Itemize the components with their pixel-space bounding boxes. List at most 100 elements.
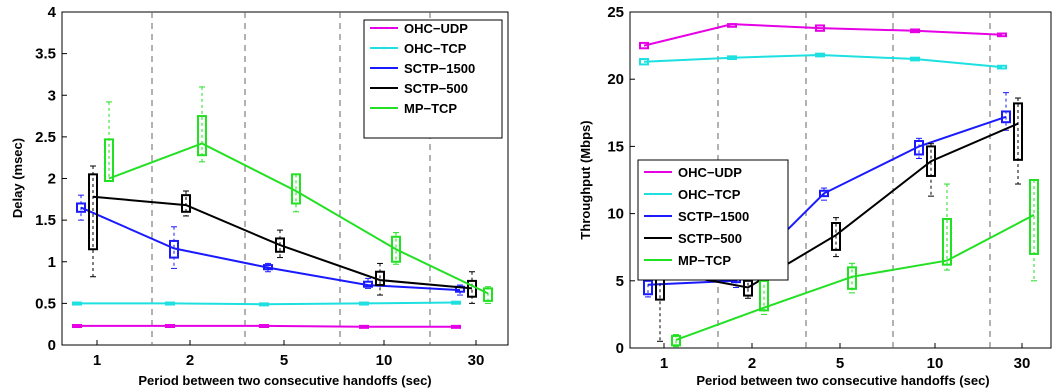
delay-y-ticks: 0 0.5 1 1.5 2 2.5 3 3.5 4	[35, 4, 67, 354]
delay-x-axis-label: Period between two consecutive handoffs …	[138, 373, 431, 388]
delay-legend-label-ohc-tcp: OHC−TCP	[404, 41, 467, 56]
throughput-line-sctp-1500	[647, 115, 1007, 286]
throughput-legend-label-ohc-tcp: OHC−TCP	[678, 187, 741, 202]
throughput-box-mp-tcp	[1029, 179, 1039, 255]
delay-legend-label-ohc-udp: OHC−UDP	[404, 21, 468, 36]
delay-series-sctp-500	[88, 165, 477, 304]
delay-y-tick-label: 3.5	[35, 46, 56, 63]
delay-box-sctp-1500	[363, 280, 373, 288]
throughput-series-sctp-1500	[643, 92, 1011, 298]
throughput-box-sctp-500	[743, 279, 753, 297]
delay-box-ohc-udp	[72, 324, 82, 329]
delay-y-tick-label: 1.5	[35, 212, 56, 229]
throughput-y-tick-label: 15	[607, 138, 624, 155]
throughput-line-sctp-500	[659, 122, 1019, 289]
delay-category-separators	[151, 12, 431, 345]
delay-y-tick-label: 3	[48, 87, 56, 104]
throughput-box-mp-tcp	[671, 334, 681, 347]
throughput-box-sctp-500	[926, 145, 936, 177]
throughput-y-axis-label: Throughput (Mbps)	[578, 120, 593, 239]
delay-box-ohc-udp	[165, 324, 175, 329]
delay-legend-box	[363, 19, 503, 139]
throughput-box-mp-tcp	[942, 217, 952, 266]
delay-y-tick-label: 0	[48, 337, 56, 354]
throughput-series-ohc-tcp	[639, 52, 1007, 70]
delay-series-ohc-tcp	[72, 300, 461, 307]
delay-box-ohc-udp	[359, 324, 369, 329]
throughput-box-sctp-500	[831, 222, 841, 251]
delay-box-mp-tcp	[197, 115, 207, 157]
delay-x-tick-label: 1	[93, 352, 101, 369]
throughput-box-ohc-tcp	[997, 64, 1007, 70]
delay-y-tick-label: 4	[48, 4, 57, 21]
throughput-x-tick-label: 1	[660, 355, 668, 372]
delay-y-tick-label: 2.5	[35, 129, 56, 146]
throughput-y-tick-label: 0	[616, 340, 624, 357]
delay-box-mp-tcp	[391, 235, 401, 263]
delay-box-sctp-500	[181, 194, 191, 213]
throughput-legend: OHC−UDP OHC−TCP SCTP−1500 SCTP−500 MP−TCP	[637, 159, 789, 281]
throughput-legend-label-ohc-udp: OHC−UDP	[678, 165, 742, 180]
delay-box-mp-tcp	[483, 287, 493, 302]
throughput-box-ohc-udp	[727, 23, 737, 28]
delay-box-sctp-500	[275, 237, 285, 253]
delay-box-ohc-tcp	[451, 300, 461, 305]
delay-x-tick-label: 10	[376, 352, 393, 369]
throughput-line-ohc-tcp	[643, 53, 1003, 69]
throughput-line-ohc-udp	[643, 23, 1003, 47]
throughput-y-tick-label: 10	[607, 206, 624, 223]
delay-x-tick-label: 2	[186, 352, 194, 369]
throughput-box-ohc-udp	[639, 41, 649, 50]
delay-legend-label-sctp-1500: SCTP−1500	[404, 61, 475, 76]
throughput-box-ohc-tcp	[815, 52, 825, 58]
delay-x-ticks: 1 2 5 10 30	[93, 340, 484, 369]
throughput-box-mp-tcp	[847, 266, 857, 290]
throughput-box-ohc-tcp	[727, 55, 737, 61]
throughput-box-ohc-tcp	[639, 58, 649, 66]
delay-box-ohc-udp	[259, 324, 269, 329]
delay-series-sctp-1500	[76, 194, 465, 296]
delay-box-sctp-500	[467, 279, 477, 298]
throughput-legend-label-mp-tcp: MP−TCP	[678, 253, 731, 268]
throughput-x-tick-label: 30	[1014, 355, 1031, 372]
delay-series-ohc-udp	[72, 324, 461, 329]
delay-box-sctp-1500	[76, 202, 86, 213]
delay-box-mp-tcp	[291, 173, 301, 205]
throughput-x-ticks: 1 2 5 10 30	[660, 343, 1031, 372]
throughput-box-sctp-1500	[643, 279, 653, 296]
delay-box-ohc-udp	[451, 324, 461, 329]
throughput-box-ohc-udp	[910, 28, 920, 34]
delay-box-sctp-500	[88, 173, 98, 251]
delay-line-mp-tcp	[108, 142, 489, 295]
throughput-series	[639, 23, 1039, 348]
throughput-y-tick-label: 20	[607, 71, 624, 88]
throughput-series-ohc-udp	[639, 23, 1007, 50]
throughput-y-tick-label: 5	[616, 273, 624, 290]
throughput-box-sctp-1500	[1001, 110, 1011, 124]
throughput-x-tick-label: 10	[927, 355, 944, 372]
delay-box-ohc-tcp	[259, 302, 269, 307]
delay-line-sctp-1500	[80, 206, 461, 292]
delay-legend-label-sctp-500: SCTP−500	[404, 81, 468, 96]
throughput-y-ticks: 0 5 10 15 20 25	[607, 4, 635, 357]
delay-box-sctp-500	[375, 270, 385, 287]
throughput-box-sctp-500	[1013, 102, 1023, 161]
delay-y-tick-label: 1	[48, 254, 56, 271]
delay-y-tick-label: 0.5	[35, 295, 56, 312]
throughput-legend-label-sctp-500: SCTP−500	[678, 231, 742, 246]
delay-y-tick-label: 2	[48, 171, 56, 188]
throughput-y-tick-label: 25	[607, 4, 624, 21]
delay-x-tick-label: 5	[280, 352, 288, 369]
delay-legend: OHC−UDP OHC−TCP SCTP−1500 SCTP−500 MP−TCP	[363, 19, 503, 139]
throughput-box-mp-tcp	[759, 279, 769, 312]
delay-chart: 0 0.5 1 1.5 2 2.5 3 3.5 4 1 2 5 10 3 0 Period between…	[10, 4, 509, 388]
delay-series	[72, 86, 493, 329]
throughput-x-tick-label: 5	[836, 355, 844, 372]
delay-box-mp-tcp	[104, 138, 114, 182]
throughput-x-axis-label: Period between two consecutive handoffs …	[696, 373, 989, 388]
delay-box-ohc-tcp	[72, 301, 82, 306]
delay-series-mp-tcp	[104, 86, 493, 304]
delay-box-ohc-tcp	[359, 301, 369, 306]
delay-box-ohc-tcp	[165, 301, 175, 306]
